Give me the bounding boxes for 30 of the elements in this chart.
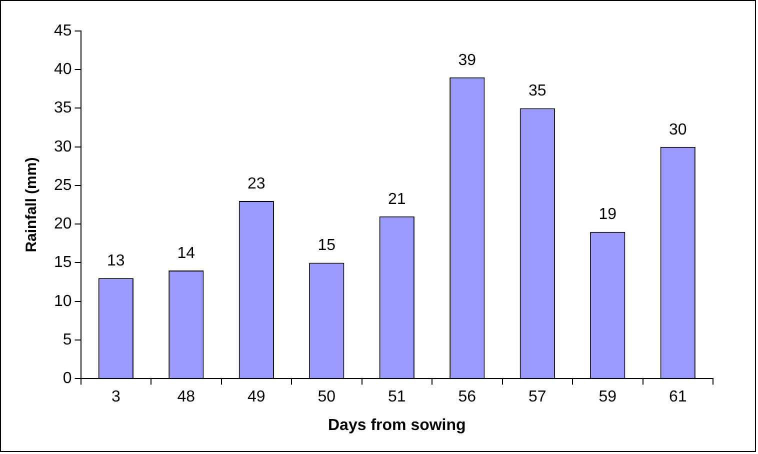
data-label: 39: [458, 52, 476, 69]
data-label: 35: [528, 82, 546, 100]
x-tick-label: 3: [111, 388, 120, 406]
data-label: 23: [248, 175, 266, 192]
data-label: 21: [388, 190, 406, 208]
data-label: 15: [318, 237, 336, 254]
x-axis-title: Days from sowing: [328, 416, 466, 434]
x-tick-label: 57: [528, 388, 546, 406]
y-tick-label: 45: [54, 22, 72, 40]
y-tick-label: 25: [54, 176, 72, 194]
data-label: 13: [107, 252, 125, 270]
y-tick-label: 0: [62, 370, 72, 388]
x-tick-label: 49: [248, 388, 266, 406]
y-tick-label: 15: [54, 254, 72, 272]
x-tick-label: 50: [318, 388, 336, 406]
data-label: 30: [668, 121, 687, 138]
x-tick-label: 48: [177, 388, 196, 406]
y-tick-label: 40: [54, 61, 72, 78]
y-tick-label: 10: [54, 292, 72, 310]
y-tick-label: 30: [54, 138, 72, 156]
x-tick-label: 56: [458, 388, 476, 406]
data-label: 14: [177, 244, 196, 262]
y-axis-title: Rainfall (mm): [23, 157, 40, 252]
x-tick-label: 59: [598, 388, 617, 406]
y-tick-label: 20: [54, 216, 72, 233]
x-tick-label: 61: [668, 388, 687, 406]
data-label: 19: [598, 206, 617, 224]
x-tick-label: 51: [388, 388, 406, 406]
y-tick-label: 5: [62, 331, 72, 348]
y-tick-label: 35: [54, 100, 72, 117]
